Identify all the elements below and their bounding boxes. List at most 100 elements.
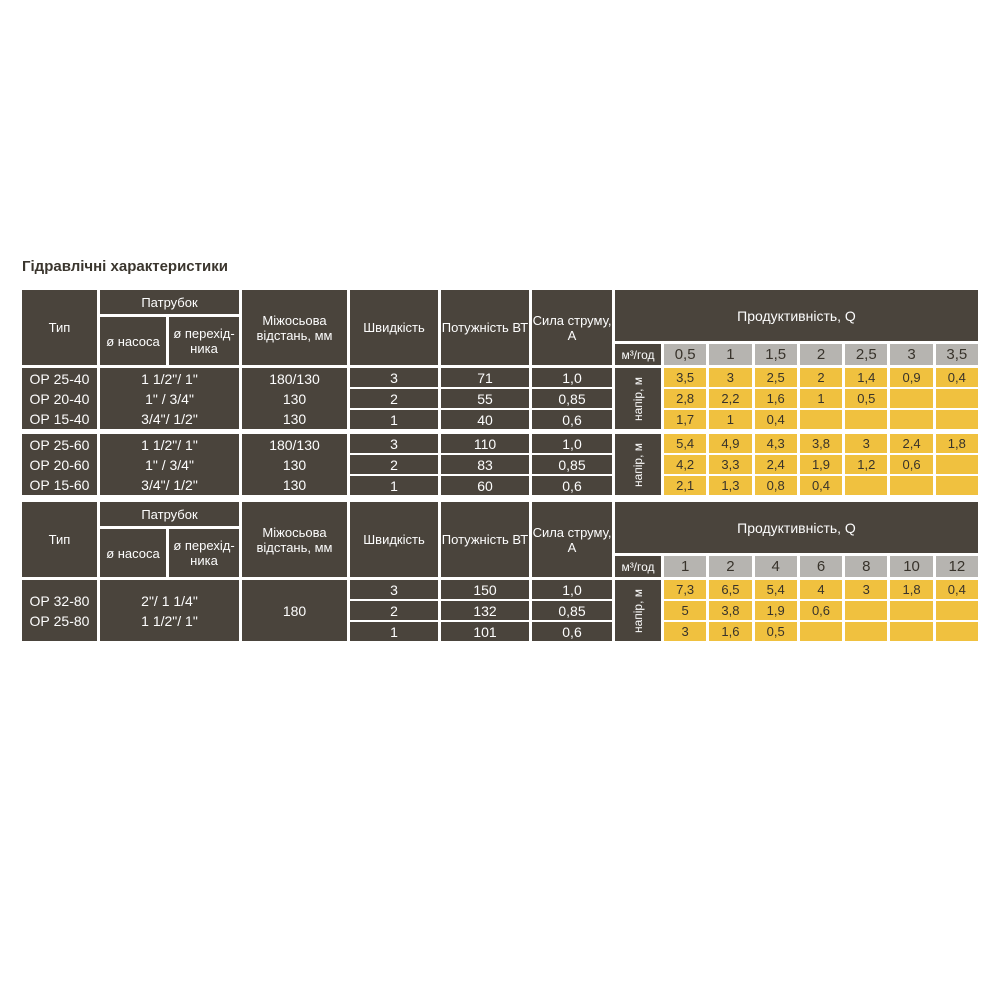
distance-value: 180/130 xyxy=(269,370,320,387)
q-cell: 2,4 xyxy=(890,434,933,453)
current-cell: 0,6 xyxy=(532,622,612,641)
distance-cell: 180/130 130 130 xyxy=(242,368,347,429)
q-cell: 7,3 xyxy=(664,580,707,599)
pipe-value: 2"/ 1 1/4" xyxy=(141,592,198,609)
q-cell: 5 xyxy=(664,601,707,620)
flow-value-cell: 6 xyxy=(799,556,843,577)
q-cell: 2,1 xyxy=(664,476,707,495)
power-cell: 60 xyxy=(441,476,529,495)
power-cell: 101 xyxy=(441,622,529,641)
hydraulic-table: Тип Патрубок ø насоса ø перехід-ника Між… xyxy=(22,290,978,641)
q-cell xyxy=(890,389,933,408)
q-cell: 0,4 xyxy=(935,580,978,599)
q-cell: 1,9 xyxy=(754,601,797,620)
current-cell: 1,0 xyxy=(532,580,612,599)
q-cell: 2,2 xyxy=(709,389,752,408)
head-unit-cell: напір, м xyxy=(615,434,661,495)
data-block-80: ОР 32-80 ОР 25-80 2"/ 1 1/4" 1 1/2"/ 1" … xyxy=(22,580,978,641)
head-unit-cell: напір, м xyxy=(615,580,661,641)
q-cell xyxy=(890,622,933,641)
current-cell: 0,85 xyxy=(532,601,612,620)
current-cell: 0,85 xyxy=(532,455,612,474)
speed-cell: 2 xyxy=(350,455,438,474)
header-speed: Швидкість xyxy=(350,290,438,365)
q-cell xyxy=(845,622,888,641)
q-cell: 3,5 xyxy=(664,368,707,387)
flow-value-cell: 8 xyxy=(845,556,888,577)
q-cell xyxy=(890,410,933,429)
q-cell: 3 xyxy=(845,580,888,599)
q-cell: 1,4 xyxy=(845,368,888,387)
flow-value-cell: 1,5 xyxy=(754,344,797,365)
distance-cell: 180 xyxy=(242,580,347,641)
header-pipe-adapter: ø перехід-ника xyxy=(169,529,239,577)
type-cell: ОР 25-40 ОР 20-40 ОР 15-40 xyxy=(22,368,97,429)
power-cell: 83 xyxy=(441,455,529,474)
header-current: Сила струму, А xyxy=(532,290,612,365)
flow-value-cell: 1 xyxy=(709,344,752,365)
power-cell: 55 xyxy=(441,389,529,408)
q-cell: 1,8 xyxy=(935,434,978,453)
q-cell: 5,4 xyxy=(664,434,707,453)
q-cell xyxy=(935,455,978,474)
speed-cell: 3 xyxy=(350,580,438,599)
q-cell: 1,9 xyxy=(799,455,843,474)
header-pipe-pump: ø насоса xyxy=(100,529,166,577)
q-cell: 3 xyxy=(845,434,888,453)
pipe-value: 3/4"/ 1/2" xyxy=(141,410,198,427)
q-cell: 4 xyxy=(799,580,843,599)
current-cell: 0,6 xyxy=(532,476,612,495)
type-label: ОР 20-60 xyxy=(29,456,90,473)
q-cell: 4,9 xyxy=(709,434,752,453)
flow-unit-cell: м³/год xyxy=(615,556,661,577)
q-cell: 1,6 xyxy=(709,622,752,641)
distance-value: 130 xyxy=(282,476,307,493)
q-cell: 1 xyxy=(799,389,843,408)
speed-cell: 3 xyxy=(350,368,438,387)
q-cell: 0,4 xyxy=(754,410,797,429)
flow-value-cell: 1 xyxy=(664,556,707,577)
q-cell: 2 xyxy=(799,368,843,387)
header-current: Сила струму, А xyxy=(532,502,612,577)
power-cell: 132 xyxy=(441,601,529,620)
current-cell: 1,0 xyxy=(532,434,612,453)
distance-value: 130 xyxy=(282,456,307,473)
q-cell xyxy=(845,476,888,495)
pipe-value: 1" / 3/4" xyxy=(145,456,194,473)
flow-value-cell: 2 xyxy=(709,556,752,577)
q-cell: 4,2 xyxy=(664,455,707,474)
type-label: ОР 15-60 xyxy=(29,476,90,493)
header-pipe-group: Патрубок xyxy=(100,290,239,314)
q-cell: 0,6 xyxy=(799,601,843,620)
type-label: ОР 25-40 xyxy=(29,370,90,387)
flow-value-cell: 2 xyxy=(799,344,843,365)
distance-value: 130 xyxy=(282,390,307,407)
current-cell: 1,0 xyxy=(532,368,612,387)
q-cell: 0,4 xyxy=(799,476,843,495)
data-block-60: ОР 25-60 ОР 20-60 ОР 15-60 1 1/2"/ 1" 1"… xyxy=(22,434,978,495)
head-unit-cell: напір, м xyxy=(615,368,661,429)
q-cell: 1,8 xyxy=(890,580,933,599)
flow-value-cell: 2,5 xyxy=(845,344,888,365)
type-cell: ОР 25-60 ОР 20-60 ОР 15-60 xyxy=(22,434,97,495)
header-type: Тип xyxy=(22,502,97,577)
table-header-1: Тип Патрубок ø насоса ø перехід-ника Між… xyxy=(22,290,978,365)
table-header-2: Тип Патрубок ø насоса ø перехід-ника Між… xyxy=(22,502,978,577)
q-cell xyxy=(935,476,978,495)
q-cell: 3,8 xyxy=(709,601,752,620)
pipes-cell: 1 1/2"/ 1" 1" / 3/4" 3/4"/ 1/2" xyxy=(100,368,239,429)
header-distance: Міжосьова відстань, мм xyxy=(242,502,347,577)
q-cell: 0,5 xyxy=(754,622,797,641)
speed-cell: 1 xyxy=(350,410,438,429)
q-cell: 0,5 xyxy=(845,389,888,408)
header-productivity: Продуктивність, Q xyxy=(615,502,978,553)
header-power: Потужність ВТ xyxy=(441,290,529,365)
pipe-value: 1 1/2"/ 1" xyxy=(141,370,198,387)
q-cell: 4,3 xyxy=(754,434,797,453)
flow-value-cell: 10 xyxy=(890,556,933,577)
head-unit-label: напір, м xyxy=(631,442,645,487)
q-cell xyxy=(935,410,978,429)
header-pipe-group: Патрубок xyxy=(100,502,239,526)
current-cell: 0,85 xyxy=(532,389,612,408)
power-cell: 40 xyxy=(441,410,529,429)
